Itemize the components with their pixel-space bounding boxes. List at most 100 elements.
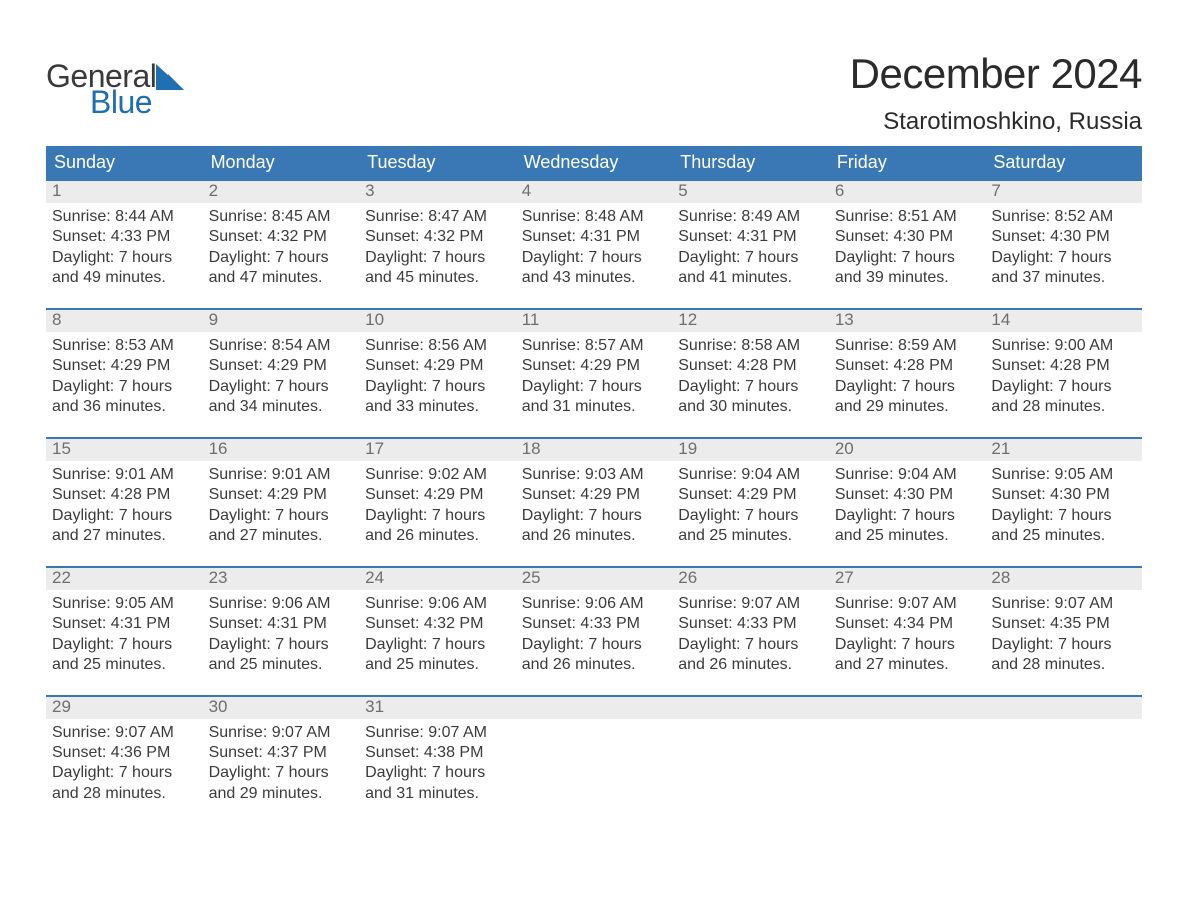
sunset-line: Sunset: 4:38 PM bbox=[365, 743, 510, 763]
daylight-line-2: and 25 minutes. bbox=[365, 655, 510, 675]
daylight-line-2: and 27 minutes. bbox=[209, 526, 354, 546]
sunrise-line: Sunrise: 9:07 AM bbox=[52, 723, 197, 743]
sunrise-line: Sunrise: 9:07 AM bbox=[365, 723, 510, 743]
day-number: 3 bbox=[359, 180, 516, 203]
daylight-line-2: and 37 minutes. bbox=[991, 268, 1136, 288]
sunset-line: Sunset: 4:29 PM bbox=[209, 485, 354, 505]
day-cell: Sunrise: 9:07 AMSunset: 4:37 PMDaylight:… bbox=[203, 719, 360, 805]
sunset-line: Sunset: 4:33 PM bbox=[678, 614, 823, 634]
daylight-line-1: Daylight: 7 hours bbox=[522, 506, 667, 526]
day-number: 28 bbox=[985, 567, 1142, 590]
daylight-line-1: Daylight: 7 hours bbox=[365, 377, 510, 397]
daylight-line-2: and 47 minutes. bbox=[209, 268, 354, 288]
daylight-line-1: Daylight: 7 hours bbox=[991, 248, 1136, 268]
sunset-line: Sunset: 4:31 PM bbox=[678, 227, 823, 247]
daylight-line-1: Daylight: 7 hours bbox=[678, 506, 823, 526]
daylight-line-1: Daylight: 7 hours bbox=[52, 506, 197, 526]
day-number: 24 bbox=[359, 567, 516, 590]
day-cell: Sunrise: 9:00 AMSunset: 4:28 PMDaylight:… bbox=[985, 332, 1142, 418]
day-cell: Sunrise: 8:52 AMSunset: 4:30 PMDaylight:… bbox=[985, 203, 1142, 289]
daylight-line-2: and 45 minutes. bbox=[365, 268, 510, 288]
day-details: Sunrise: 9:07 AMSunset: 4:37 PMDaylight:… bbox=[209, 723, 354, 805]
day-cell bbox=[829, 719, 986, 805]
sunset-line: Sunset: 4:28 PM bbox=[991, 356, 1136, 376]
daylight-line-1: Daylight: 7 hours bbox=[209, 248, 354, 268]
day-cell: Sunrise: 9:06 AMSunset: 4:31 PMDaylight:… bbox=[203, 590, 360, 676]
day-details: Sunrise: 8:51 AMSunset: 4:30 PMDaylight:… bbox=[835, 207, 980, 289]
day-details: Sunrise: 9:06 AMSunset: 4:33 PMDaylight:… bbox=[522, 594, 667, 676]
sunset-line: Sunset: 4:37 PM bbox=[209, 743, 354, 763]
day-number: 26 bbox=[672, 567, 829, 590]
sunrise-line: Sunrise: 8:44 AM bbox=[52, 207, 197, 227]
day-cell: Sunrise: 9:06 AMSunset: 4:32 PMDaylight:… bbox=[359, 590, 516, 676]
daylight-line-1: Daylight: 7 hours bbox=[365, 506, 510, 526]
day-cell: Sunrise: 8:44 AMSunset: 4:33 PMDaylight:… bbox=[46, 203, 203, 289]
sunrise-line: Sunrise: 8:59 AM bbox=[835, 336, 980, 356]
daylight-line-1: Daylight: 7 hours bbox=[209, 635, 354, 655]
sunset-line: Sunset: 4:30 PM bbox=[991, 227, 1136, 247]
day-number: 22 bbox=[46, 567, 203, 590]
weekday-header: Friday bbox=[829, 146, 986, 180]
sunrise-line: Sunrise: 8:54 AM bbox=[209, 336, 354, 356]
day-cell: Sunrise: 8:51 AMSunset: 4:30 PMDaylight:… bbox=[829, 203, 986, 289]
daylight-line-2: and 26 minutes. bbox=[678, 655, 823, 675]
daylight-line-1: Daylight: 7 hours bbox=[835, 377, 980, 397]
day-number: 6 bbox=[829, 180, 986, 203]
daylight-line-2: and 49 minutes. bbox=[52, 268, 197, 288]
day-number: 9 bbox=[203, 309, 360, 332]
daylight-line-2: and 33 minutes. bbox=[365, 397, 510, 417]
day-number: 15 bbox=[46, 438, 203, 461]
day-details: Sunrise: 9:03 AMSunset: 4:29 PMDaylight:… bbox=[522, 465, 667, 547]
day-cell bbox=[985, 719, 1142, 805]
daylight-line-2: and 25 minutes. bbox=[835, 526, 980, 546]
day-details: Sunrise: 9:07 AMSunset: 4:35 PMDaylight:… bbox=[991, 594, 1136, 676]
sunset-line: Sunset: 4:34 PM bbox=[835, 614, 980, 634]
daylight-line-2: and 36 minutes. bbox=[52, 397, 197, 417]
daylight-line-2: and 41 minutes. bbox=[678, 268, 823, 288]
day-details: Sunrise: 8:56 AMSunset: 4:29 PMDaylight:… bbox=[365, 336, 510, 418]
day-number: 4 bbox=[516, 180, 673, 203]
sunset-line: Sunset: 4:29 PM bbox=[522, 356, 667, 376]
day-number: 19 bbox=[672, 438, 829, 461]
sunset-line: Sunset: 4:32 PM bbox=[365, 614, 510, 634]
sunset-line: Sunset: 4:31 PM bbox=[209, 614, 354, 634]
daylight-line-1: Daylight: 7 hours bbox=[365, 635, 510, 655]
sunrise-line: Sunrise: 8:45 AM bbox=[209, 207, 354, 227]
day-number: 27 bbox=[829, 567, 986, 590]
day-number: 23 bbox=[203, 567, 360, 590]
daylight-line-1: Daylight: 7 hours bbox=[209, 506, 354, 526]
daylight-line-2: and 27 minutes. bbox=[835, 655, 980, 675]
day-number: 13 bbox=[829, 309, 986, 332]
daylight-line-1: Daylight: 7 hours bbox=[522, 248, 667, 268]
sunrise-line: Sunrise: 9:06 AM bbox=[522, 594, 667, 614]
day-details: Sunrise: 8:47 AMSunset: 4:32 PMDaylight:… bbox=[365, 207, 510, 289]
day-details: Sunrise: 9:07 AMSunset: 4:33 PMDaylight:… bbox=[678, 594, 823, 676]
sunrise-line: Sunrise: 9:07 AM bbox=[835, 594, 980, 614]
day-cell: Sunrise: 9:01 AMSunset: 4:29 PMDaylight:… bbox=[203, 461, 360, 547]
daylight-line-2: and 26 minutes. bbox=[522, 526, 667, 546]
daylight-line-1: Daylight: 7 hours bbox=[52, 763, 197, 783]
sunrise-line: Sunrise: 9:00 AM bbox=[991, 336, 1136, 356]
sunset-line: Sunset: 4:35 PM bbox=[991, 614, 1136, 634]
day-cell: Sunrise: 9:02 AMSunset: 4:29 PMDaylight:… bbox=[359, 461, 516, 547]
day-cell: Sunrise: 9:07 AMSunset: 4:34 PMDaylight:… bbox=[829, 590, 986, 676]
sunrise-line: Sunrise: 8:47 AM bbox=[365, 207, 510, 227]
sunrise-line: Sunrise: 9:07 AM bbox=[678, 594, 823, 614]
day-details: Sunrise: 9:06 AMSunset: 4:32 PMDaylight:… bbox=[365, 594, 510, 676]
sunset-line: Sunset: 4:29 PM bbox=[209, 356, 354, 376]
daylight-line-2: and 27 minutes. bbox=[52, 526, 197, 546]
daylight-line-1: Daylight: 7 hours bbox=[365, 248, 510, 268]
daylight-line-2: and 39 minutes. bbox=[835, 268, 980, 288]
day-number: 20 bbox=[829, 438, 986, 461]
day-details: Sunrise: 9:04 AMSunset: 4:29 PMDaylight:… bbox=[678, 465, 823, 547]
sunrise-line: Sunrise: 8:57 AM bbox=[522, 336, 667, 356]
day-number: 10 bbox=[359, 309, 516, 332]
weekday-header: Monday bbox=[203, 146, 360, 180]
logo: General Blue bbox=[46, 50, 184, 118]
logo-triangle-icon bbox=[156, 64, 184, 90]
day-cell: Sunrise: 8:59 AMSunset: 4:28 PMDaylight:… bbox=[829, 332, 986, 418]
sunset-line: Sunset: 4:29 PM bbox=[522, 485, 667, 505]
daylight-line-1: Daylight: 7 hours bbox=[678, 377, 823, 397]
daylight-line-2: and 26 minutes. bbox=[365, 526, 510, 546]
day-cell bbox=[516, 719, 673, 805]
